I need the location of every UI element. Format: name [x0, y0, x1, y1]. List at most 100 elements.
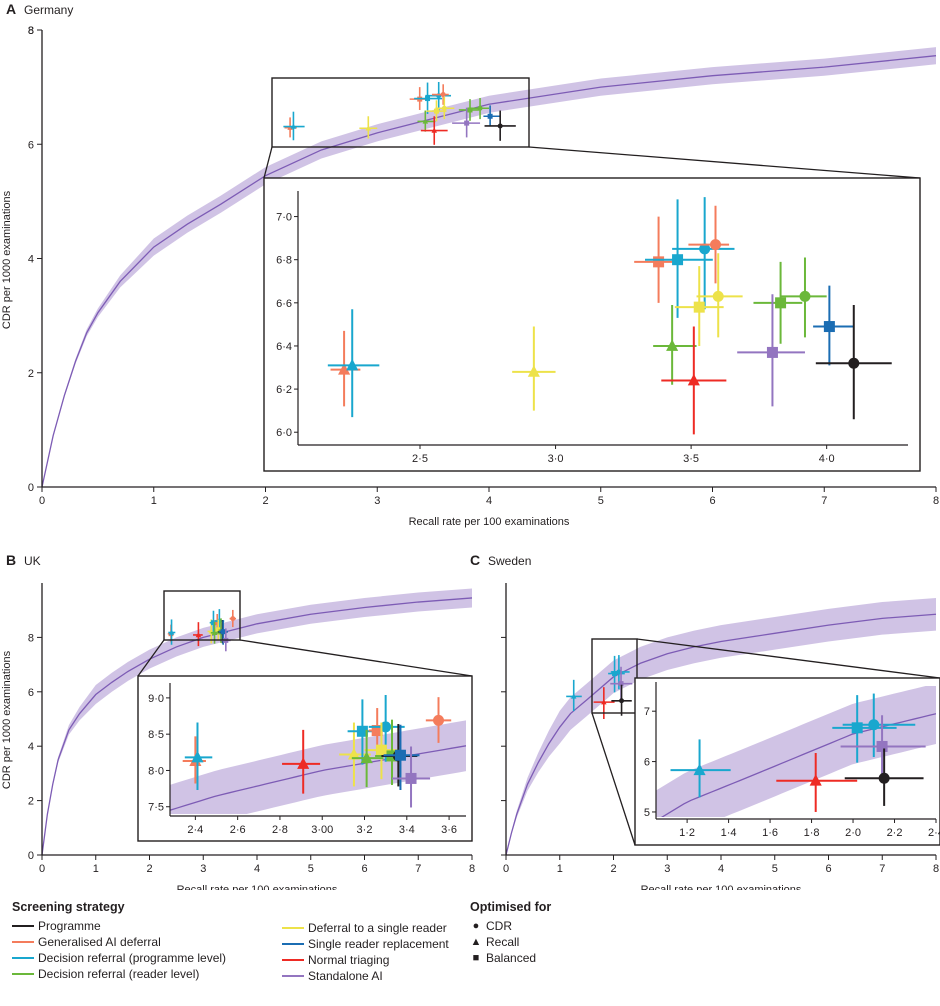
data-point-def_single: [364, 722, 401, 780]
zoom-connector: [591, 712, 636, 846]
data-point-triage: [661, 326, 727, 435]
y-tick-label: 8: [28, 25, 34, 37]
marker-square: [356, 725, 368, 737]
zoom-region-box: [271, 77, 530, 148]
x-tick-label: 2: [146, 863, 152, 875]
y-tick-label: 8: [28, 25, 34, 37]
marker-square: [612, 671, 618, 677]
x-tick-label: 6: [361, 863, 367, 875]
legend-label: Decision referral (reader level): [38, 967, 200, 981]
x-axis-label: Recall rate per 100 examinations: [177, 884, 338, 890]
y-axis-label: CDR per 1000 examinations: [1, 650, 13, 789]
inset-x-tick-label: 3·4: [399, 824, 415, 836]
legend-swatch: [12, 957, 34, 959]
data-point-dr_prog: [566, 679, 582, 712]
marker-square: [375, 744, 387, 756]
x-tick-label: 3: [374, 495, 380, 507]
marker-circle: [230, 616, 236, 622]
legend-item-standalone: Standalone AI: [282, 968, 449, 984]
inset-x-tick-label: 2·4: [928, 827, 940, 839]
zoom-connector: [263, 146, 273, 179]
x-tick-label: 2: [262, 495, 268, 507]
x-tick-label: 2: [610, 863, 616, 875]
inset-y-tick-label: 6·2: [276, 384, 292, 396]
data-point-single_repl: [813, 285, 854, 366]
x-tick-label: 5: [772, 863, 778, 875]
marker-square: [876, 740, 888, 752]
data-point-triage: [193, 622, 203, 647]
data-point-dr_prog: [832, 695, 897, 763]
legend-item-recall: ▲ Recall: [470, 934, 551, 950]
inset-x-tick-label: 4·0: [819, 453, 835, 465]
y-tick-label: 2: [28, 368, 34, 380]
data-point-def_single: [426, 100, 447, 122]
legend-label: Programme: [38, 919, 101, 933]
marker-square: [823, 321, 835, 333]
data-point-dr_prog: [283, 111, 305, 141]
marker-square: [672, 254, 684, 266]
inset-x-tick-label: 2·5: [412, 453, 428, 465]
data-point-dr_prog: [672, 197, 735, 310]
legend-item-def-single: Deferral to a single reader: [282, 920, 449, 936]
marker-circle: [497, 123, 503, 129]
panel-title: Sweden: [488, 554, 531, 568]
legend-swatch: [12, 973, 34, 975]
legend-label: Standalone AI: [308, 969, 383, 983]
legend-swatch: [282, 927, 304, 929]
data-point-def_single: [674, 266, 724, 346]
marker-square: [693, 301, 705, 313]
data-point-dr_reader: [780, 257, 827, 338]
y-tick-label: 6: [28, 687, 34, 699]
data-point-gen_ai: [229, 609, 237, 628]
x-tick-label: 0: [39, 863, 45, 875]
panel-uk: B UK 0 1 2 3 4 5 6 7 8 0 2 4 6 8 Recall rate per 100 exa…: [1, 552, 475, 890]
data-point-programme: [815, 304, 892, 420]
marker-circle: [868, 719, 880, 731]
data-point-def_single: [512, 326, 556, 411]
marker-square: [851, 722, 863, 734]
marker-triangle: [168, 629, 175, 635]
x-tick-label: 7: [821, 495, 827, 507]
marker-square: [467, 107, 473, 113]
x-tick-label: 0: [39, 495, 45, 507]
x-tick-label: 8: [933, 495, 939, 507]
zoom-connector: [239, 639, 473, 677]
marker-square: [405, 772, 417, 784]
panel-letter: A: [6, 1, 16, 17]
data-point-dr_reader: [753, 261, 803, 344]
legend-optimised-title: Optimised for: [470, 900, 552, 914]
data-point-gen_ai: [432, 84, 449, 105]
marker-circle: [616, 669, 622, 675]
figure-svg: A Germany 0 1 2 3 4 5 6 7 8 0 2 4 6 8 8 Recall rate per 1…: [1, 1, 940, 890]
marker-circle: [712, 290, 724, 302]
data-point-standalone: [452, 107, 481, 138]
zoom-connector: [528, 146, 921, 179]
zoom-region-box: [163, 590, 241, 641]
data-point-standalone: [737, 294, 805, 407]
marker-triangle: [687, 373, 700, 386]
inset-x-tick-label: 2·8: [272, 824, 288, 836]
marker-triangle: [290, 123, 297, 129]
inset-sweden: 1·2 1·4 1·6 1·8 2·0 2·2 2·4 5 6 7: [634, 677, 940, 846]
marker-triangle: [527, 365, 540, 377]
marker-square: [487, 113, 493, 119]
data-point-def_single: [696, 253, 743, 338]
marker-square: [371, 725, 383, 737]
data-point-programme: [611, 684, 632, 716]
marker-square: [775, 297, 787, 309]
inset-x-tick-label: 2·2: [887, 827, 903, 839]
marker-triangle: [570, 693, 577, 699]
x-tick-label: 1: [93, 863, 99, 875]
standalone-ai-curve: [41, 597, 473, 856]
data-point-dr_prog: [645, 199, 713, 318]
data-point-single_repl: [483, 105, 501, 127]
marker-circle: [619, 698, 625, 704]
inset-x-tick-label: 3·6: [441, 824, 457, 836]
legend-strategy-title: Screening strategy: [12, 900, 125, 914]
marker-circle: [699, 243, 711, 255]
inset-y-tick-label: 5: [644, 807, 650, 819]
y-tick-label: 4: [28, 254, 34, 266]
inset-y-tick-label: 6·6: [276, 298, 292, 310]
x-tick-label: 8: [933, 863, 939, 875]
